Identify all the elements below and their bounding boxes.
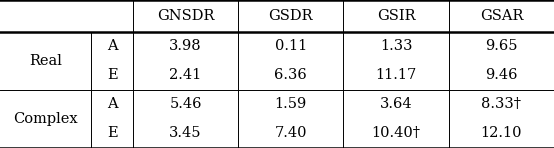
Text: GNSDR: GNSDR <box>157 9 214 23</box>
Text: 9.65: 9.65 <box>485 39 517 53</box>
Text: GSDR: GSDR <box>269 9 313 23</box>
Text: A: A <box>107 97 117 111</box>
Text: 0.11: 0.11 <box>275 39 307 53</box>
Text: E: E <box>107 126 117 140</box>
Text: 12.10: 12.10 <box>481 126 522 140</box>
Text: 3.98: 3.98 <box>170 39 202 53</box>
Text: 8.33†: 8.33† <box>481 97 521 111</box>
Text: 9.46: 9.46 <box>485 68 517 82</box>
Text: E: E <box>107 68 117 82</box>
Text: 7.40: 7.40 <box>275 126 307 140</box>
Text: Complex: Complex <box>13 112 78 126</box>
Text: 11.17: 11.17 <box>376 68 417 82</box>
Text: Real: Real <box>29 54 62 68</box>
Text: 1.33: 1.33 <box>380 39 412 53</box>
Text: GSAR: GSAR <box>480 9 523 23</box>
Text: 10.40†: 10.40† <box>372 126 420 140</box>
Text: 6.36: 6.36 <box>274 68 307 82</box>
Text: 3.64: 3.64 <box>380 97 412 111</box>
Text: A: A <box>107 39 117 53</box>
Text: 3.45: 3.45 <box>170 126 202 140</box>
Text: GSIR: GSIR <box>377 9 416 23</box>
Text: 5.46: 5.46 <box>170 97 202 111</box>
Text: 1.59: 1.59 <box>275 97 307 111</box>
Text: 2.41: 2.41 <box>170 68 202 82</box>
